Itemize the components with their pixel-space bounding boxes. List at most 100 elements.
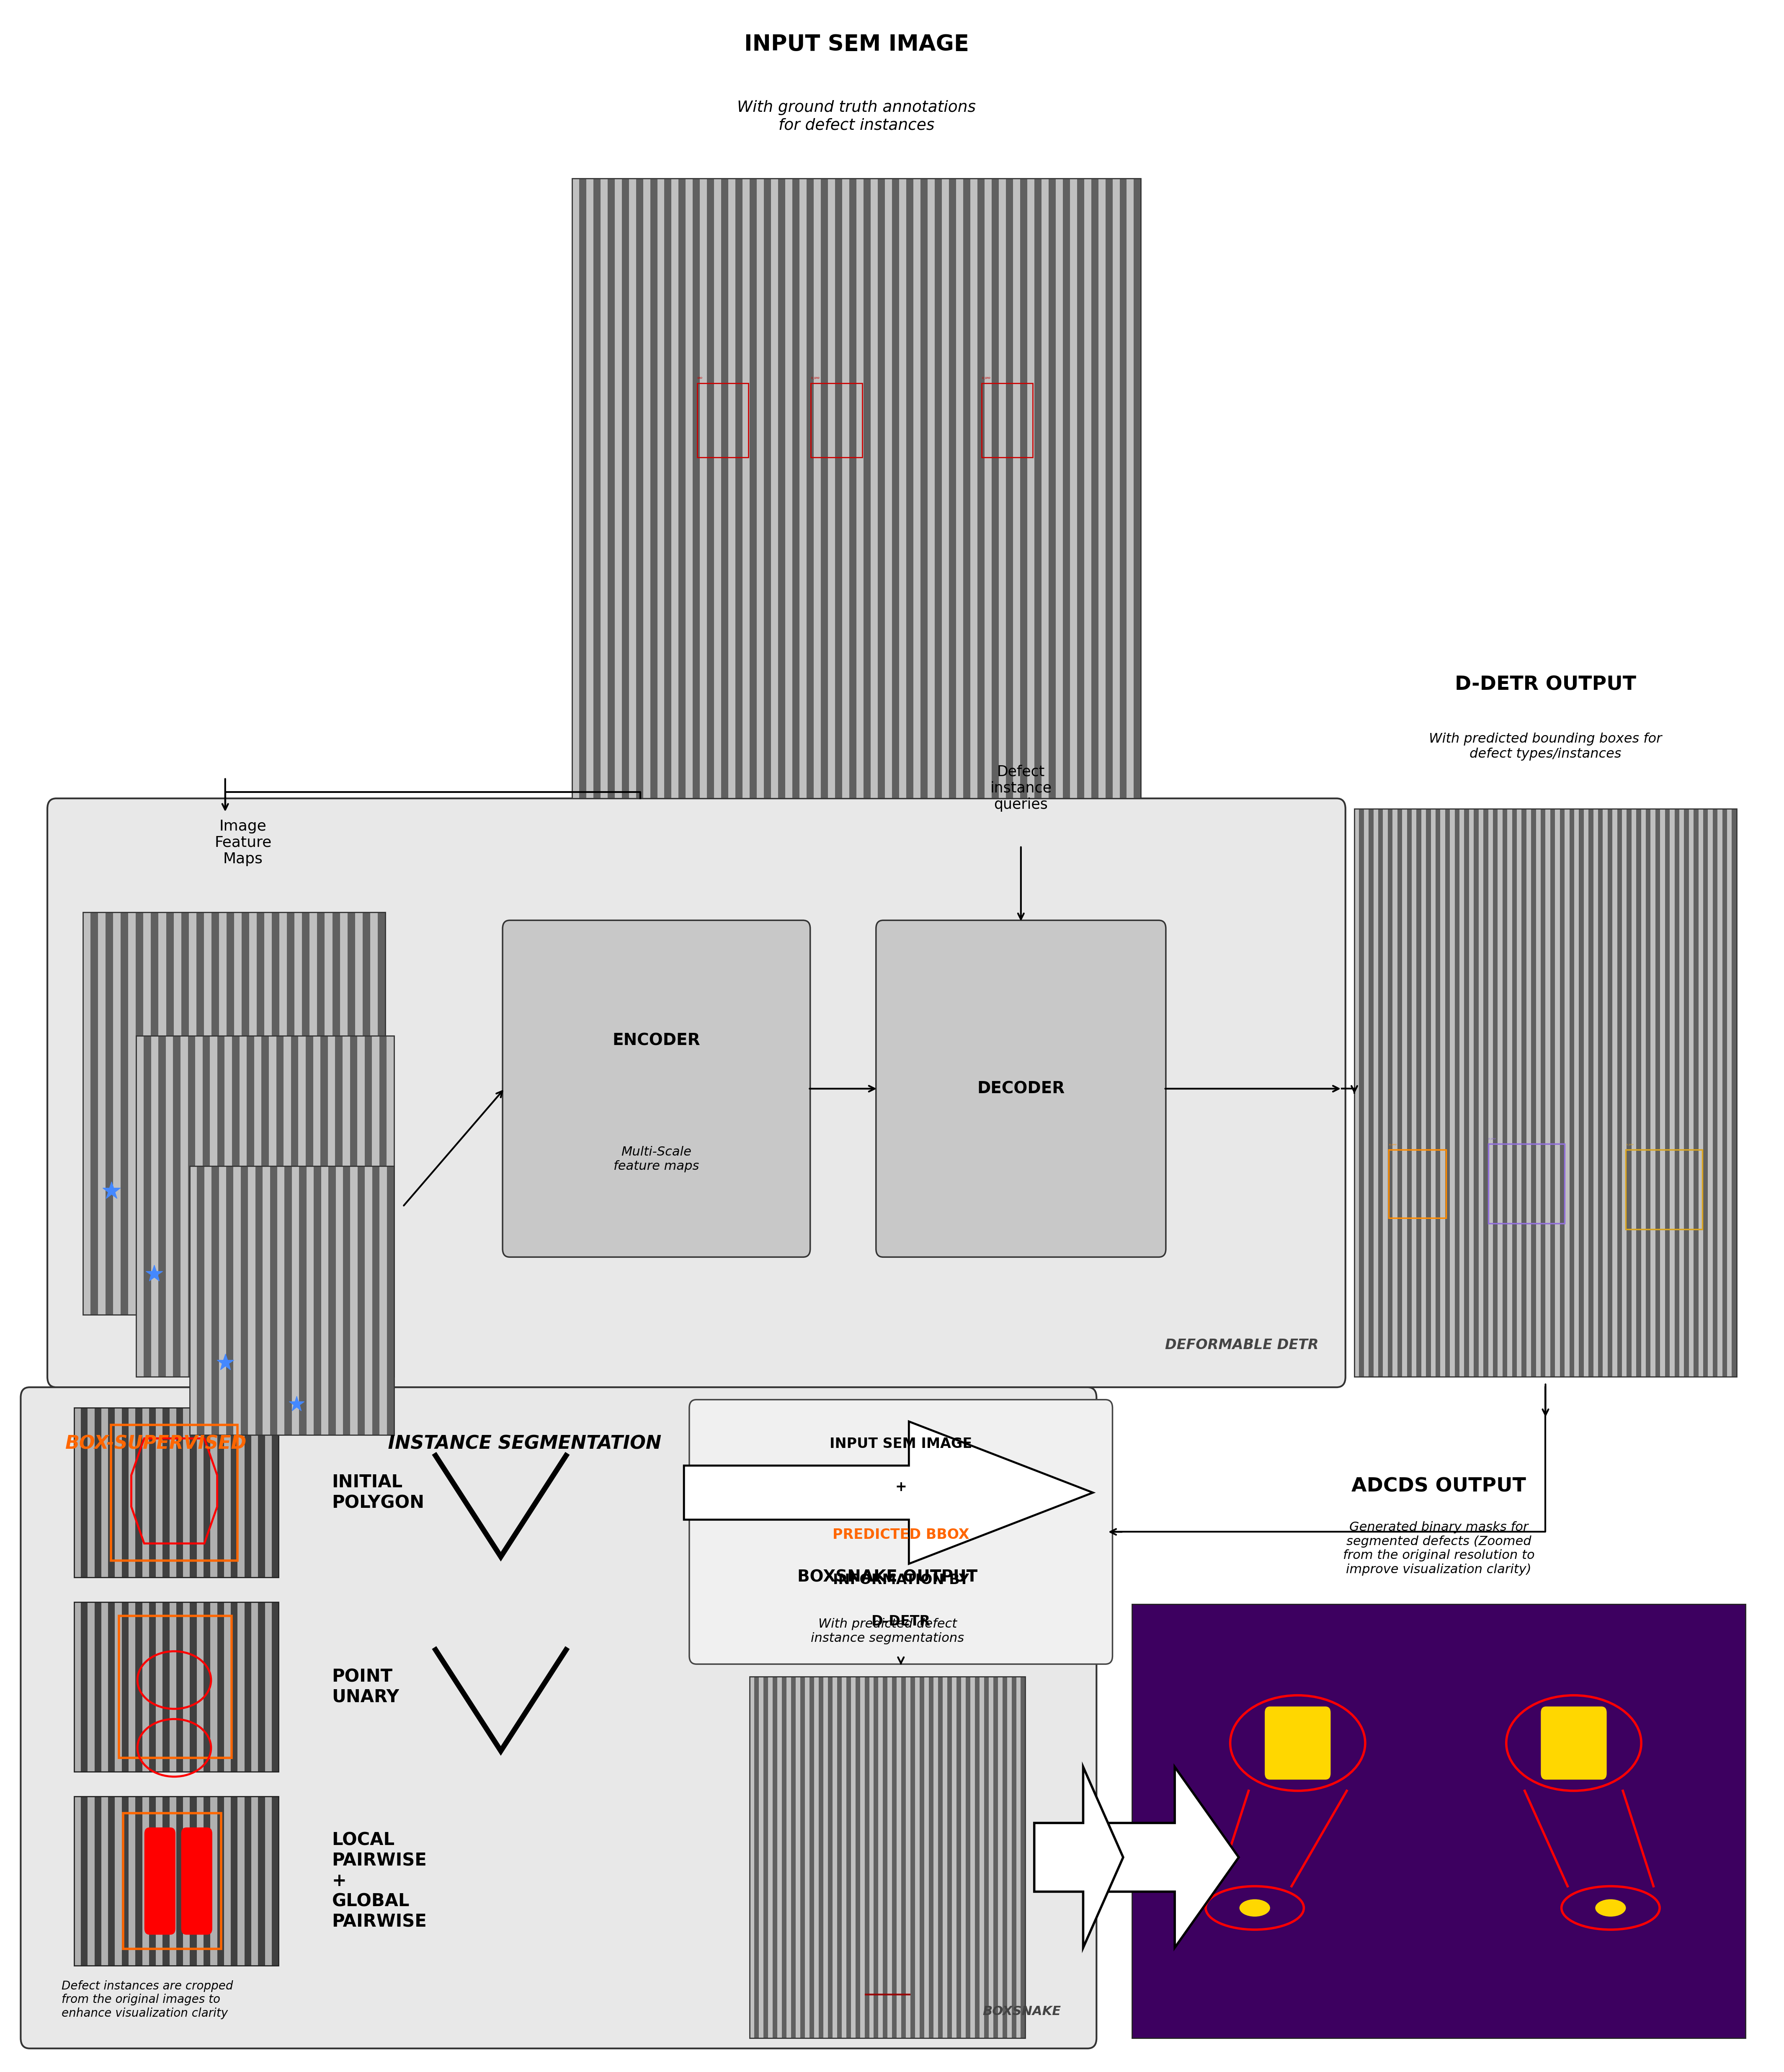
Bar [1416,808,1422,1378]
Bar [203,1036,211,1378]
Bar [671,178,678,798]
Bar [810,1676,814,2039]
Bar [758,1676,764,2039]
Bar [177,1602,184,1772]
Bar [573,178,1142,798]
Bar [1374,808,1379,1378]
Bar [878,1676,883,2039]
Bar [248,1167,255,1434]
Bar [1602,808,1607,1378]
Bar [1431,808,1436,1378]
Bar [143,1796,150,1966]
Bar [1647,808,1650,1378]
Text: INITIAL
POLYGON: INITIAL POLYGON [332,1473,425,1513]
Bar [230,1407,237,1577]
Bar [822,1676,828,2039]
Bar [1516,808,1522,1378]
Bar [1679,808,1684,1378]
Bar [373,1036,380,1378]
Bar [136,1602,143,1772]
Bar [203,1407,211,1577]
Bar [985,1676,988,2039]
Bar [225,1602,230,1772]
Bar [173,1036,180,1378]
Text: BOXSNAKE OUTPUT: BOXSNAKE OUTPUT [797,1569,978,1585]
Bar [692,178,699,798]
Bar [189,1167,196,1434]
Bar [1573,808,1579,1378]
Bar [128,1796,136,1966]
Bar [974,1676,979,2039]
Bar [136,1407,143,1577]
Bar [121,1602,128,1772]
Bar [255,1167,262,1434]
Bar [1507,808,1513,1378]
Bar [244,1796,252,1966]
Bar [82,912,385,1316]
Bar [312,1036,321,1378]
Bar [801,1676,805,2039]
Bar [280,912,287,1316]
Bar [366,1167,373,1434]
Bar [985,178,992,798]
Bar [237,1407,244,1577]
Bar [1488,808,1493,1378]
Bar [169,1796,177,1966]
Bar [239,1036,246,1378]
Bar [82,912,385,1316]
Bar [271,1796,278,1966]
Bar [219,1167,227,1434]
Bar [237,1602,244,1772]
FancyBboxPatch shape [21,1388,1097,2049]
Bar [114,1602,121,1772]
Bar [152,1036,159,1378]
Bar [364,1036,373,1378]
Bar [169,1602,177,1772]
Bar [294,912,301,1316]
Bar [332,912,341,1316]
Bar [237,1796,244,1966]
Bar [369,912,378,1316]
FancyBboxPatch shape [876,920,1165,1258]
Bar [271,912,280,1316]
Bar [293,1167,300,1434]
Bar [1531,808,1536,1378]
Bar [1056,178,1063,798]
Bar [769,1676,772,2039]
Bar [1493,808,1499,1378]
Bar [95,1602,102,1772]
Bar [387,1036,394,1378]
Bar [1035,178,1042,798]
Bar [136,1036,394,1378]
Bar [956,1676,962,2039]
Bar [1698,808,1704,1378]
Bar [259,1602,264,1772]
Bar [252,1407,259,1577]
Bar [594,178,601,798]
Polygon shape [1097,1767,1238,1948]
Text: D-DETR OUTPUT: D-DETR OUTPUT [1454,675,1636,694]
Bar [234,912,241,1316]
Bar [1541,808,1545,1378]
Bar [1092,178,1099,798]
Bar [1379,808,1383,1378]
Polygon shape [1035,1767,1124,1948]
Bar [657,178,664,798]
Bar [856,178,863,798]
Bar [828,1676,833,2039]
FancyBboxPatch shape [1541,1707,1607,1780]
Bar [73,1602,278,1772]
Bar [211,1602,218,1772]
Bar [95,1407,102,1577]
Bar [1607,808,1613,1378]
Bar [189,1602,196,1772]
Bar [1354,808,1359,1378]
Ellipse shape [1595,1900,1625,1917]
Bar [997,1676,1003,2039]
Bar [819,1676,822,2039]
Bar [1135,178,1142,798]
Bar [196,912,203,1316]
Bar [1397,808,1402,1378]
Bar [1684,808,1689,1378]
Bar [1550,808,1556,1378]
